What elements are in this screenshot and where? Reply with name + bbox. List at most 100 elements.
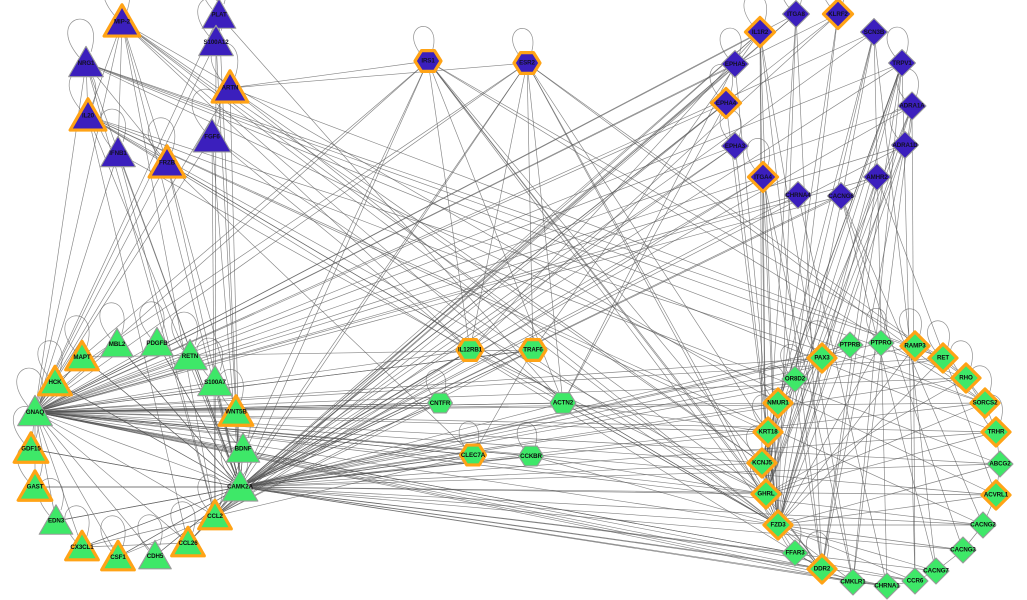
graph-node-cntfr[interactable]: CNTFR	[424, 387, 457, 420]
graph-edge	[239, 176, 764, 488]
graph-node-adra1a[interactable]: ADRA1A	[894, 88, 930, 124]
graph-node-scn3b[interactable]: SCN3B	[857, 15, 892, 50]
graph-edge	[87, 115, 767, 495]
graph-edge	[34, 102, 727, 413]
graph-edge	[239, 486, 823, 570]
graph-node-ptpro[interactable]: PTPRO	[864, 326, 898, 360]
graph-node-itga8[interactable]: ITGA8	[779, 0, 814, 32]
graph-edge	[229, 87, 944, 359]
graph-edge	[469, 349, 779, 526]
graph-node-artn[interactable]: ARTN	[209, 67, 251, 109]
graph-edge	[30, 448, 241, 488]
graph-node-gdf15[interactable]: GDF15	[11, 429, 51, 469]
graph-node-cx3cl1[interactable]: CX3CL1	[63, 528, 102, 567]
graph-edge	[34, 145, 736, 413]
graph-edge	[211, 136, 216, 517]
graph-edge	[87, 115, 779, 526]
graph-node-frzb[interactable]: FRZB	[146, 142, 188, 184]
graph-node-ddr2[interactable]: DDR2	[804, 551, 840, 587]
graph-node-ccr6[interactable]: CCR6	[898, 564, 932, 598]
graph-node-nrg1[interactable]: NRG1	[66, 43, 107, 84]
graph-node-actn2[interactable]: ACTN2	[546, 386, 580, 420]
graph-node-abcg2[interactable]: ABCG2	[983, 447, 1017, 481]
graph-edge	[239, 402, 441, 488]
graph-edge	[239, 462, 763, 488]
graph-edge	[427, 60, 767, 495]
graph-node-s100a12[interactable]: S100A12	[196, 22, 237, 63]
graph-node-ifnb1[interactable]: IFNB1	[98, 133, 139, 174]
graph-node-il20[interactable]: IL20	[67, 95, 109, 137]
graph-node-amhr2[interactable]: AMHR2	[860, 160, 895, 195]
graph-edge	[239, 377, 967, 488]
graph-node-chrna4[interactable]: CHRNA4	[781, 178, 816, 213]
graph-edge	[34, 402, 986, 413]
graph-edge	[34, 411, 796, 554]
graph-edge	[469, 62, 528, 351]
graph-edge	[777, 62, 903, 526]
graph-edge	[87, 115, 769, 433]
graph-node-traf6[interactable]: TRAF6	[516, 333, 550, 367]
graph-edge	[530, 455, 767, 495]
graph-node-cdh5[interactable]: CDH5	[136, 537, 175, 576]
graph-node-cckbr[interactable]: CCKBR	[515, 440, 548, 473]
graph-edge	[34, 411, 244, 450]
graph-edge	[121, 21, 216, 517]
graph-edge	[239, 463, 1001, 488]
graph-edge	[239, 486, 779, 526]
graph-edge	[239, 486, 796, 554]
graph-edge	[239, 486, 767, 495]
graph-edge	[765, 431, 997, 495]
graph-node-itga4[interactable]: ITGA4	[745, 159, 782, 196]
graph-edge	[34, 411, 779, 526]
graph-node-bdnf[interactable]: BDNF	[223, 429, 263, 469]
graph-edge	[34, 402, 564, 413]
graph-node-esr2[interactable]: ESR2	[510, 46, 544, 80]
graph-edge	[526, 62, 534, 351]
graph-edge	[777, 31, 875, 526]
graph-edge	[229, 62, 528, 89]
graph-edge	[239, 63, 736, 488]
graph-node-epha5[interactable]: EPHA5	[718, 47, 753, 82]
graph-node-cacng6[interactable]: CACNG6	[824, 179, 859, 214]
graph-node-adra1d[interactable]: ADRA1D	[888, 128, 923, 163]
graph-node-mip2[interactable]: MIP-2	[101, 1, 143, 43]
graph-node-cmklr1[interactable]: CMKLR1	[836, 565, 870, 599]
graph-edge	[873, 31, 888, 587]
graph-node-gnaq[interactable]: GNAQ	[15, 392, 56, 433]
graph-edge	[34, 411, 241, 488]
graph-edge	[795, 13, 823, 570]
graph-node-il12rb1[interactable]: IL12RB1	[453, 333, 487, 367]
graph-edge	[34, 411, 796, 554]
graph-node-fgf6[interactable]: FGF6	[190, 115, 234, 159]
graph-node-trpv1[interactable]: TRPV1	[885, 46, 920, 81]
graph-edge	[34, 411, 769, 433]
graph-edge	[229, 60, 429, 89]
graph-node-mbl2[interactable]: MBL2	[98, 325, 137, 364]
graph-edge	[239, 402, 441, 488]
graph-edge	[229, 87, 779, 526]
graph-edge	[239, 31, 761, 488]
graph-edge	[239, 105, 913, 488]
graph-edge	[229, 87, 763, 464]
graph-edge	[211, 136, 471, 351]
graph-node-epha4[interactable]: EPHA4	[708, 85, 745, 122]
graph-node-klrf2[interactable]: KLRF2	[820, 0, 857, 33]
graph-node-il1r2[interactable]: IL1R2	[742, 14, 779, 51]
graph-edge	[239, 402, 986, 488]
graph-node-irs1[interactable]: IRS1	[411, 44, 445, 78]
graph-edge	[239, 62, 903, 488]
graph-edge	[239, 102, 727, 488]
graph-node-clec7a[interactable]: CLEC7A	[457, 439, 490, 472]
graph-edge	[840, 195, 937, 572]
graph-node-csf1[interactable]: CSF1	[99, 538, 138, 577]
graph-edge	[34, 377, 967, 413]
graph-edge	[34, 194, 799, 413]
graph-edge	[777, 13, 839, 526]
graph-edge	[34, 411, 763, 464]
graph-node-wnt5b[interactable]: WNT5B	[216, 392, 256, 432]
graph-node-trhr[interactable]: TRHR	[978, 414, 1014, 450]
graph-edge	[239, 454, 474, 488]
graph-edge	[34, 411, 997, 433]
